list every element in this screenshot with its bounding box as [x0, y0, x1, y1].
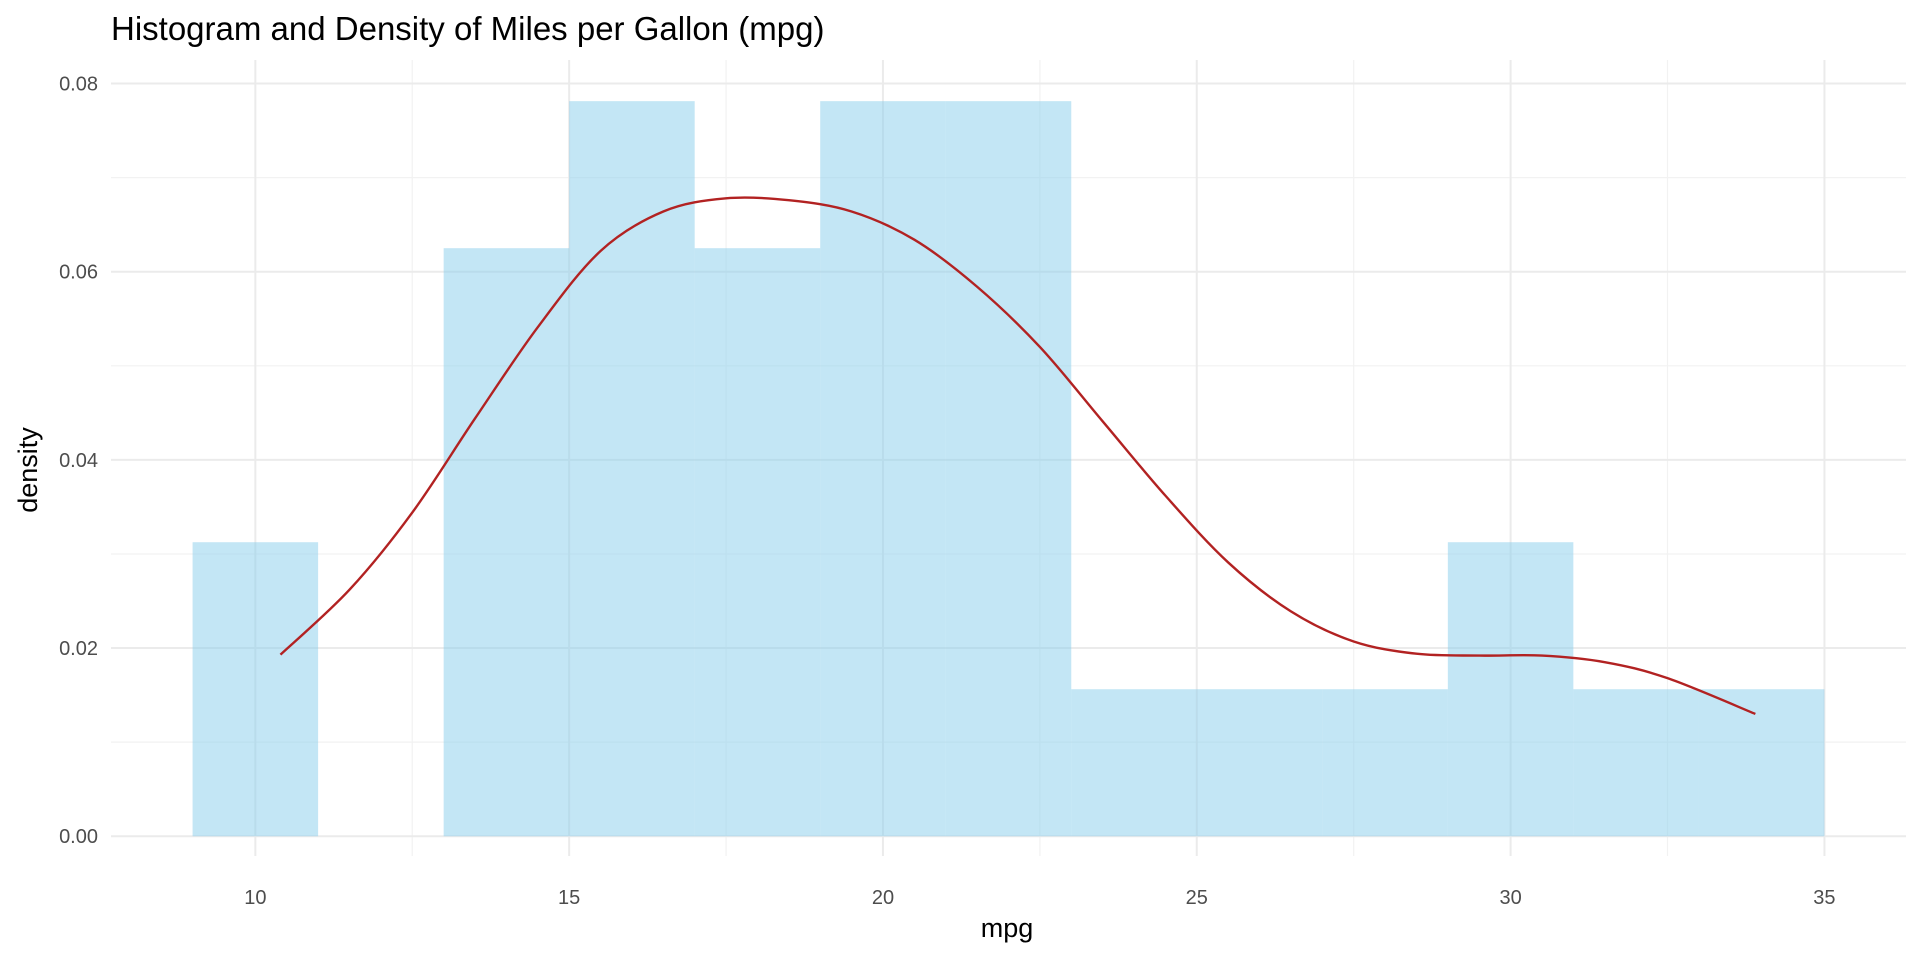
- y-tick-label: 0.06: [59, 262, 98, 284]
- histogram-bar: [1573, 689, 1699, 837]
- x-tick-label: 30: [1499, 887, 1521, 909]
- histogram-bar: [945, 101, 1072, 837]
- x-tick-labels: 10 15 20 25 30 35: [244, 887, 1835, 909]
- histogram-bar: [192, 542, 319, 837]
- histogram-bar: [1698, 689, 1825, 837]
- histogram-bar: [1196, 689, 1323, 837]
- histogram-bar: [443, 248, 570, 837]
- histogram-bars: [192, 101, 1825, 837]
- histogram-bar: [1447, 542, 1574, 837]
- y-tick-label: 0.04: [59, 450, 98, 472]
- x-tick-label: 35: [1813, 887, 1835, 909]
- y-axis-title: density: [13, 427, 43, 513]
- histogram-bar: [1322, 689, 1448, 837]
- x-tick-label: 20: [872, 887, 894, 909]
- histogram-bar: [1071, 689, 1197, 837]
- x-tick-label: 25: [1186, 887, 1208, 909]
- x-tick-label: 10: [244, 887, 266, 909]
- y-tick-label: 0.00: [59, 826, 98, 848]
- density-curve-group: [279, 196, 1756, 716]
- histogram-bar: [820, 101, 946, 837]
- y-tick-label: 0.08: [59, 74, 98, 96]
- chart-title: Histogram and Density of Miles per Gallo…: [111, 10, 824, 47]
- x-tick-label: 15: [558, 887, 580, 909]
- density-curve: [279, 196, 1756, 716]
- histogram-bar: [694, 248, 821, 837]
- y-tick-label: 0.02: [59, 638, 98, 660]
- x-axis-title: mpg: [981, 913, 1034, 943]
- y-tick-labels: 0.00 0.02 0.04 0.06 0.08: [59, 74, 98, 849]
- histogram-bar: [569, 101, 695, 837]
